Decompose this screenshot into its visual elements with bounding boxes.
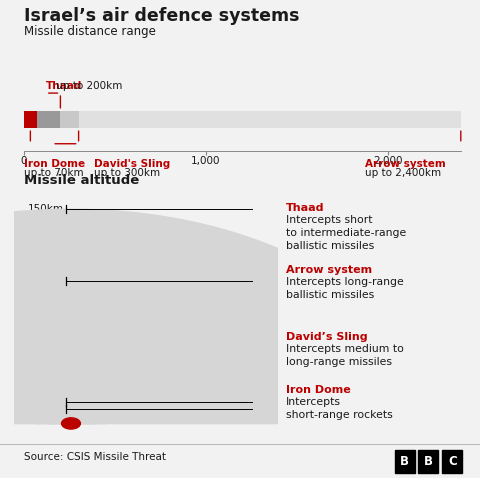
Polygon shape	[0, 209, 429, 424]
Text: Intercepts medium to
long-range missiles: Intercepts medium to long-range missiles	[286, 344, 404, 367]
Circle shape	[61, 418, 81, 429]
Bar	[24, 111, 60, 128]
Text: Israel’s air defence systems: Israel’s air defence systems	[24, 7, 300, 25]
Text: Intercepts
short-range rockets: Intercepts short-range rockets	[286, 397, 392, 420]
Polygon shape	[0, 281, 310, 424]
Text: up to 300km: up to 300km	[94, 168, 160, 178]
Text: Thaad: Thaad	[46, 81, 83, 91]
Text: Missile distance range: Missile distance range	[24, 25, 156, 38]
Bar	[24, 111, 37, 128]
Text: Source: CSIS Missile Threat: Source: CSIS Missile Threat	[24, 452, 166, 462]
Bar	[442, 450, 462, 473]
Text: Intercepts long-range
ballistic missiles: Intercepts long-range ballistic missiles	[286, 277, 403, 300]
Text: 150km: 150km	[27, 204, 63, 214]
Text: David's Sling: David's Sling	[94, 159, 170, 169]
Bar	[395, 450, 415, 473]
Text: up to 70km: up to 70km	[24, 168, 84, 178]
Bar	[24, 111, 461, 128]
Text: up to 200km: up to 200km	[53, 81, 122, 91]
Polygon shape	[47, 409, 95, 424]
Text: B: B	[424, 455, 433, 468]
Text: David’s Sling: David’s Sling	[286, 332, 367, 342]
Text: Thaad: Thaad	[286, 203, 324, 213]
Text: B: B	[400, 455, 409, 468]
Text: up to 2,400km: up to 2,400km	[365, 168, 441, 178]
Bar	[24, 111, 79, 128]
Text: Intercepts short
to intermediate-range
ballistic missiles: Intercepts short to intermediate-range b…	[286, 215, 406, 250]
Text: 15km: 15km	[34, 397, 63, 407]
Text: Arrow system: Arrow system	[286, 265, 372, 275]
Text: 100km: 100km	[27, 276, 63, 286]
Text: Iron Dome: Iron Dome	[24, 159, 85, 169]
Polygon shape	[35, 402, 107, 424]
Text: Arrow system: Arrow system	[365, 159, 445, 169]
Text: Iron Dome: Iron Dome	[286, 385, 350, 395]
Text: C: C	[448, 455, 456, 468]
Text: 10km: 10km	[34, 404, 63, 414]
Bar	[419, 450, 438, 473]
Text: Missile altitude: Missile altitude	[24, 174, 139, 187]
